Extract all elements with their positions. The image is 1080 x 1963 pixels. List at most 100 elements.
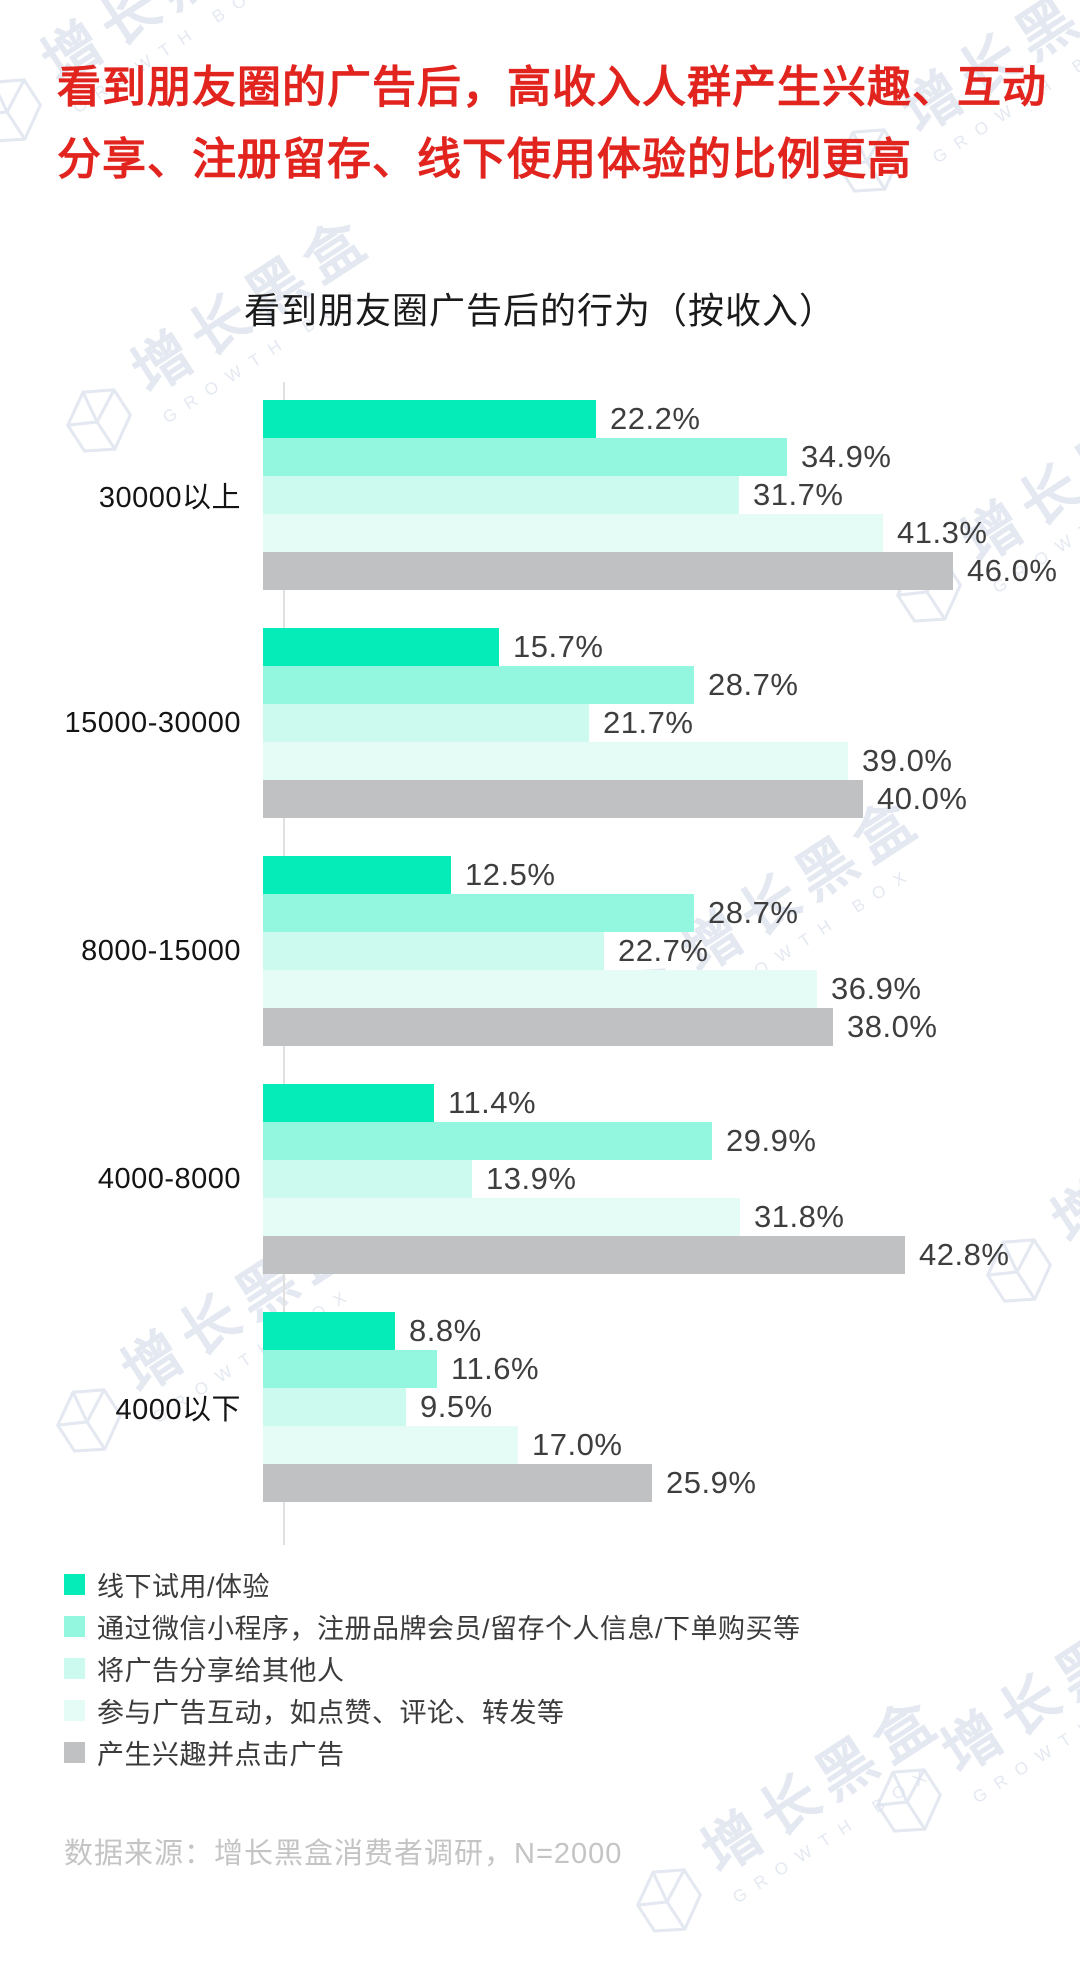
bar-row: 11.6% [263, 1350, 1080, 1388]
bar [263, 666, 694, 704]
bar-value-label: 41.3% [897, 515, 987, 551]
bar-value-label: 15.7% [513, 629, 603, 665]
bar [263, 1388, 406, 1426]
category-label: 8000-15000 [0, 856, 263, 1046]
bar [263, 476, 739, 514]
legend-label: 通过微信小程序，注册品牌会员/留存个人信息/下单购买等 [97, 1607, 801, 1646]
bar-row: 40.0% [263, 780, 1080, 818]
bar-value-label: 42.8% [919, 1237, 1009, 1273]
bar-row: 38.0% [263, 1008, 1080, 1046]
chart-legend: 线下试用/体验 通过微信小程序，注册品牌会员/留存个人信息/下单购买等 将广告分… [64, 1563, 801, 1773]
bar-row: 29.9% [263, 1122, 1080, 1160]
watermark: 增长黑盒 GROWTH BOX [846, 1585, 1080, 1863]
bar-group: 30000以上 22.2% 34.9%31.7% 41.3%46.0% [0, 400, 1080, 590]
bar [263, 1198, 740, 1236]
bar-chart: 30000以上 22.2% 34.9%31.7% 41.3%46.0% 15000-30… [0, 400, 1080, 1502]
bar-row: 22.7% [263, 932, 1080, 970]
bar [263, 894, 694, 932]
bar-value-label: 9.5% [420, 1389, 493, 1425]
bar-row: 42.8% [263, 1236, 1080, 1274]
bar [263, 1236, 905, 1274]
bar [263, 400, 596, 438]
bar-value-label: 31.7% [753, 477, 843, 513]
bar [263, 932, 604, 970]
bar-value-label: 29.9% [726, 1123, 816, 1159]
legend-item: 参与广告互动，如点赞、评论、转发等 [64, 1689, 801, 1731]
bar [263, 1008, 833, 1046]
bar-value-label: 22.2% [610, 401, 700, 437]
bar-row: 25.9% [263, 1464, 1080, 1502]
bar-row: 39.0% [263, 742, 1080, 780]
category-label: 4000-8000 [0, 1084, 263, 1274]
bar-row: 12.5% [263, 856, 1080, 894]
bar-row: 9.5% [263, 1388, 1080, 1426]
bar-row: 31.8% [263, 1198, 1080, 1236]
legend-item: 线下试用/体验 [64, 1563, 801, 1605]
bar-value-label: 21.7% [603, 705, 693, 741]
legend-swatch [64, 1574, 85, 1595]
legend-swatch [64, 1742, 85, 1763]
bar-value-label: 22.7% [618, 933, 708, 969]
bar-row: 36.9% [263, 970, 1080, 1008]
bar-value-label: 17.0% [532, 1427, 622, 1463]
bar-row: 15.7% [263, 628, 1080, 666]
legend-item: 将广告分享给其他人 [64, 1647, 801, 1689]
bar-value-label: 28.7% [708, 895, 798, 931]
bar-row: 13.9% [263, 1160, 1080, 1198]
report-slide: { "title": { "line1": "看到朋友圈的广告后，高收入人群产生… [0, 0, 1080, 1923]
bar [263, 704, 589, 742]
page-title-line2: 分享、注册留存、线下使用体验的比例更高 [57, 124, 1047, 196]
bar [263, 780, 863, 818]
bar-group: 15000-30000 15.7% 28.7% 21.7% 39.0%40.0% [0, 628, 1080, 818]
bar [263, 970, 817, 1008]
bar-group: 4000-8000 11.4% 29.9% 13.9% 31.8% 42.8% [0, 1084, 1080, 1274]
bar-value-label: 12.5% [465, 857, 555, 893]
bar-value-label: 13.9% [486, 1161, 576, 1197]
bar [263, 514, 883, 552]
page-title-line1: 看到朋友圈的广告后，高收入人群产生兴趣、互动 [57, 52, 1047, 124]
bar-value-label: 31.8% [754, 1199, 844, 1235]
bar [263, 1350, 437, 1388]
bar [263, 856, 451, 894]
bar-value-label: 39.0% [862, 743, 952, 779]
bar [263, 1160, 472, 1198]
bar-row: 22.2% [263, 400, 1080, 438]
page-title: 看到朋友圈的广告后，高收入人群产生兴趣、互动 分享、注册留存、线下使用体验的比例… [57, 52, 1047, 196]
legend-label: 线下试用/体验 [97, 1565, 270, 1604]
growthbox-logo-icon [606, 1841, 728, 1963]
bar-value-label: 28.7% [708, 667, 798, 703]
bar-value-label: 40.0% [877, 781, 967, 817]
bar [263, 1122, 712, 1160]
bar-value-label: 11.4% [448, 1085, 536, 1121]
bar-row: 28.7% [263, 894, 1080, 932]
legend-swatch [64, 1700, 85, 1721]
bar-value-label: 36.9% [831, 971, 921, 1007]
bar-group: 8000-15000 12.5% 28.7%22.7% 36.9%38.0% [0, 856, 1080, 1046]
bar-row: 21.7% [263, 704, 1080, 742]
bar [263, 1426, 518, 1464]
bar-row: 46.0% [263, 552, 1080, 590]
legend-swatch [64, 1616, 85, 1637]
legend-swatch [64, 1658, 85, 1679]
category-label: 30000以上 [0, 400, 263, 590]
bar [263, 1312, 395, 1350]
bar [263, 438, 787, 476]
bar-value-label: 34.9% [801, 439, 891, 475]
bar-value-label: 25.9% [666, 1465, 756, 1501]
bar-value-label: 38.0% [847, 1009, 937, 1045]
bar-value-label: 46.0% [967, 553, 1057, 589]
watermark-en-text: GROWTH BOX [970, 1644, 1080, 1806]
watermark-cn-text: 增长黑盒 [933, 1587, 1080, 1784]
category-label: 15000-30000 [0, 628, 263, 818]
bar-row: 17.0% [263, 1426, 1080, 1464]
bar [263, 1464, 652, 1502]
legend-label: 产生兴趣并点击广告 [97, 1733, 345, 1772]
bar [263, 552, 953, 590]
data-source-note: 数据来源：增长黑盒消费者调研，N=2000 [64, 1830, 622, 1872]
chart-title: 看到朋友圈广告后的行为（按收入） [0, 282, 1080, 334]
category-label: 4000以下 [0, 1312, 263, 1502]
bar-row: 11.4% [263, 1084, 1080, 1122]
bar-value-label: 11.6% [451, 1351, 539, 1387]
bar [263, 628, 499, 666]
